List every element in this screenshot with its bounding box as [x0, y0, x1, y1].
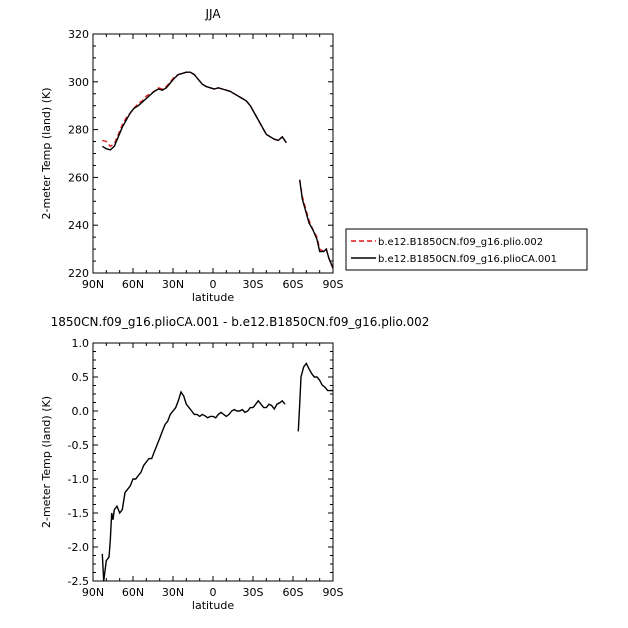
x-tick-label: 60S — [283, 586, 304, 599]
legend-label-2: b.e12.B1850CN.f09_g16.plioCA.001 — [378, 254, 557, 265]
x-tick-label: 30N — [162, 586, 184, 599]
x-axis-label: latitude — [192, 599, 234, 612]
chart-title: 1850CN.f09_g16.plioCA.001 - b.e12.B1850C… — [51, 315, 430, 329]
y-tick-label: 1.0 — [72, 337, 90, 350]
series-line-1-segment-1 — [102, 71, 287, 148]
y-tick-label: 300 — [68, 76, 89, 89]
series-line-1-segment-1 — [101, 390, 286, 582]
plot-frame — [92, 342, 334, 582]
x-tick-label: 90S — [323, 278, 344, 291]
y-tick-label: 240 — [68, 219, 89, 232]
y-tick-label: -1.0 — [68, 473, 89, 486]
series-line-1-segment-2 — [297, 362, 333, 432]
y-tick-label: 0.0 — [72, 405, 90, 418]
x-tick-label: 30S — [243, 278, 264, 291]
x-axis-label: latitude — [192, 291, 234, 304]
y-axis-label: 2-meter Temp (land) (K) — [40, 88, 53, 220]
x-tick-label: 90S — [323, 586, 344, 599]
y-tick-label: 260 — [68, 171, 89, 184]
x-tick-label: 30N — [162, 278, 184, 291]
y-tick-label: -0.5 — [68, 439, 89, 452]
x-tick-label: 0 — [210, 278, 217, 291]
y-tick-label: 220 — [68, 267, 89, 280]
series-line-2-segment-2 — [299, 179, 334, 269]
x-tick-label: 0 — [210, 586, 217, 599]
y-tick-label: 280 — [68, 124, 89, 137]
x-tick-label: 90N — [82, 278, 104, 291]
legend-box — [345, 228, 588, 271]
y-tick-label: -1.5 — [68, 507, 89, 520]
x-tick-label: 60S — [283, 278, 304, 291]
y-tick-label: -2.5 — [68, 575, 89, 588]
y-tick-label: 320 — [68, 28, 89, 41]
x-tick-label: 60N — [122, 278, 144, 291]
legend-label-1: b.e12.B1850CN.f09_g16.plio.002 — [378, 237, 543, 248]
series-line-2-segment-1 — [101, 71, 287, 151]
x-tick-label: 60N — [122, 586, 144, 599]
y-axis-label: 2-meter Temp (land) (K) — [40, 396, 53, 528]
chart-1: JJA 90N 60N 30N 0 30S 60S 90S 220 240 260 280 300 320… — [40, 7, 588, 304]
y-tick-label: 0.5 — [72, 371, 90, 384]
x-tick-label: 90N — [82, 586, 104, 599]
plot-frame — [92, 33, 334, 274]
chart-title: JJA — [204, 7, 221, 21]
y-tick-label: -2.0 — [68, 541, 89, 554]
chart-2: 1850CN.f09_g16.plioCA.001 - b.e12.B1850C… — [40, 315, 429, 612]
x-tick-label: 30S — [243, 586, 264, 599]
legend: b.e12.B1850CN.f09_g16.plio.002 b.e12.B185… — [345, 228, 588, 271]
